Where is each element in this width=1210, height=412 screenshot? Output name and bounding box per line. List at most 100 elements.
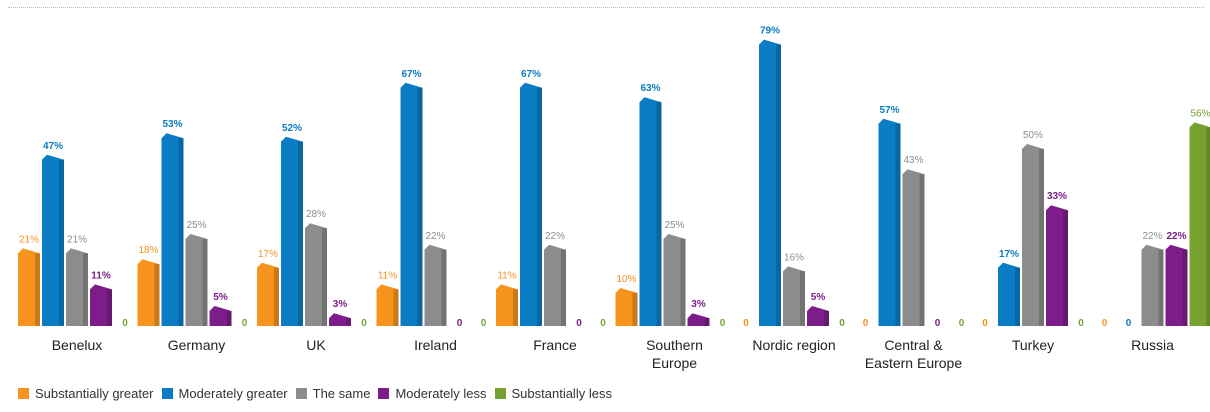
bar [137,259,160,326]
bar [520,82,542,326]
data-label: 10% [616,274,636,285]
data-label: 57% [879,105,899,116]
zero-label: 0 [600,318,606,329]
bar [1022,144,1044,326]
category-label: Europe [652,355,697,371]
data-label: 3% [333,299,348,310]
bar [783,266,805,326]
category-label: Central & [884,337,943,353]
data-label: 11% [378,270,397,281]
data-label: 17% [999,249,1019,260]
data-label: 5% [811,292,826,303]
bar [161,133,184,326]
legend-swatch [378,388,390,399]
zero-label: 0 [743,318,749,329]
legend-item-substantially-greater: Substantially greater [18,386,154,401]
legend-item-moderately-greater: Moderately greater [161,386,288,401]
bar-shade [680,239,686,326]
bar-shade [298,141,303,326]
data-label: 67% [401,69,421,80]
data-label: 21% [19,234,39,245]
legend-swatch [494,388,506,399]
legend-label: Moderately less [395,386,487,401]
data-label: 17% [258,249,278,260]
bar-shade [417,87,423,326]
zero-label: 0 [720,318,726,329]
data-label: 25% [664,220,684,231]
data-label: 3% [691,299,706,310]
bar-shade [704,318,710,326]
zero-label: 0 [361,318,367,329]
bar [663,234,686,326]
bar [209,306,232,326]
data-label: 18% [138,245,158,256]
zero-label: 0 [122,318,128,329]
bar [66,248,88,326]
data-label: 11% [497,270,516,281]
bar-shade [513,289,518,326]
bar [400,82,423,326]
bar [1046,205,1068,326]
legend-swatch [18,388,29,399]
bar-shade [274,267,279,326]
bar [18,248,40,326]
category-label: Benelux [52,337,103,353]
bar [902,169,925,326]
bar-shade [1182,249,1188,326]
bar-shade [656,102,662,326]
bar [90,284,112,326]
bar [687,313,710,326]
bar [305,223,327,326]
bar [376,284,399,326]
legend-item-substantially-less: Substantially less [494,386,612,401]
bar-shade [154,264,160,326]
bar [496,284,518,326]
zero-label: 0 [457,318,463,329]
bar-shade [346,318,351,326]
legend-label: Moderately greater [178,386,288,401]
data-label: 11% [91,270,111,281]
data-label: 22% [1142,231,1162,242]
bar-shade [537,87,542,326]
legend-label: Substantially less [511,386,612,401]
bar-shade [919,174,925,326]
category-label: Ireland [414,337,457,353]
bar-shade [561,249,566,326]
data-label: 28% [306,209,326,220]
category-label: Germany [168,337,226,353]
bar [759,39,781,326]
bar-shade [824,311,829,326]
zero-label: 0 [935,318,941,329]
data-label: 22% [545,231,565,242]
category-label: France [533,337,577,353]
data-label: 56% [1190,108,1210,119]
data-label: 22% [1166,231,1186,242]
category-label: Southern [646,337,703,353]
category-label: Turkey [1012,337,1054,353]
category-label: Russia [1131,337,1174,353]
bar-shade [776,44,781,326]
zero-label: 0 [576,318,582,329]
bar-shade [83,253,88,326]
zero-label: 0 [982,318,988,329]
bar [329,313,351,326]
legend-label: The same [312,386,371,401]
legend-item-the-same: The same [295,386,371,401]
data-label: 53% [162,119,182,130]
zero-label: 0 [863,318,869,329]
bar-shade [1015,267,1020,326]
bar [1189,122,1210,326]
bar [42,154,64,326]
bar [615,288,638,326]
bar [544,244,566,326]
bar-chart: 21% 47% 21% 11% 0 Benelux 18% 53% 25% 5% 0 Germany 1… [18,26,1210,371]
zero-label: 0 [1102,318,1108,329]
chart-legend: Substantially greater Moderately greater… [18,386,620,401]
bar-shade [202,239,208,326]
data-label: 33% [1047,191,1067,202]
legend-swatch [161,388,173,399]
data-label: 22% [425,231,445,242]
bar-shade [322,228,327,326]
bar [424,244,447,326]
zero-label: 0 [1078,318,1084,329]
